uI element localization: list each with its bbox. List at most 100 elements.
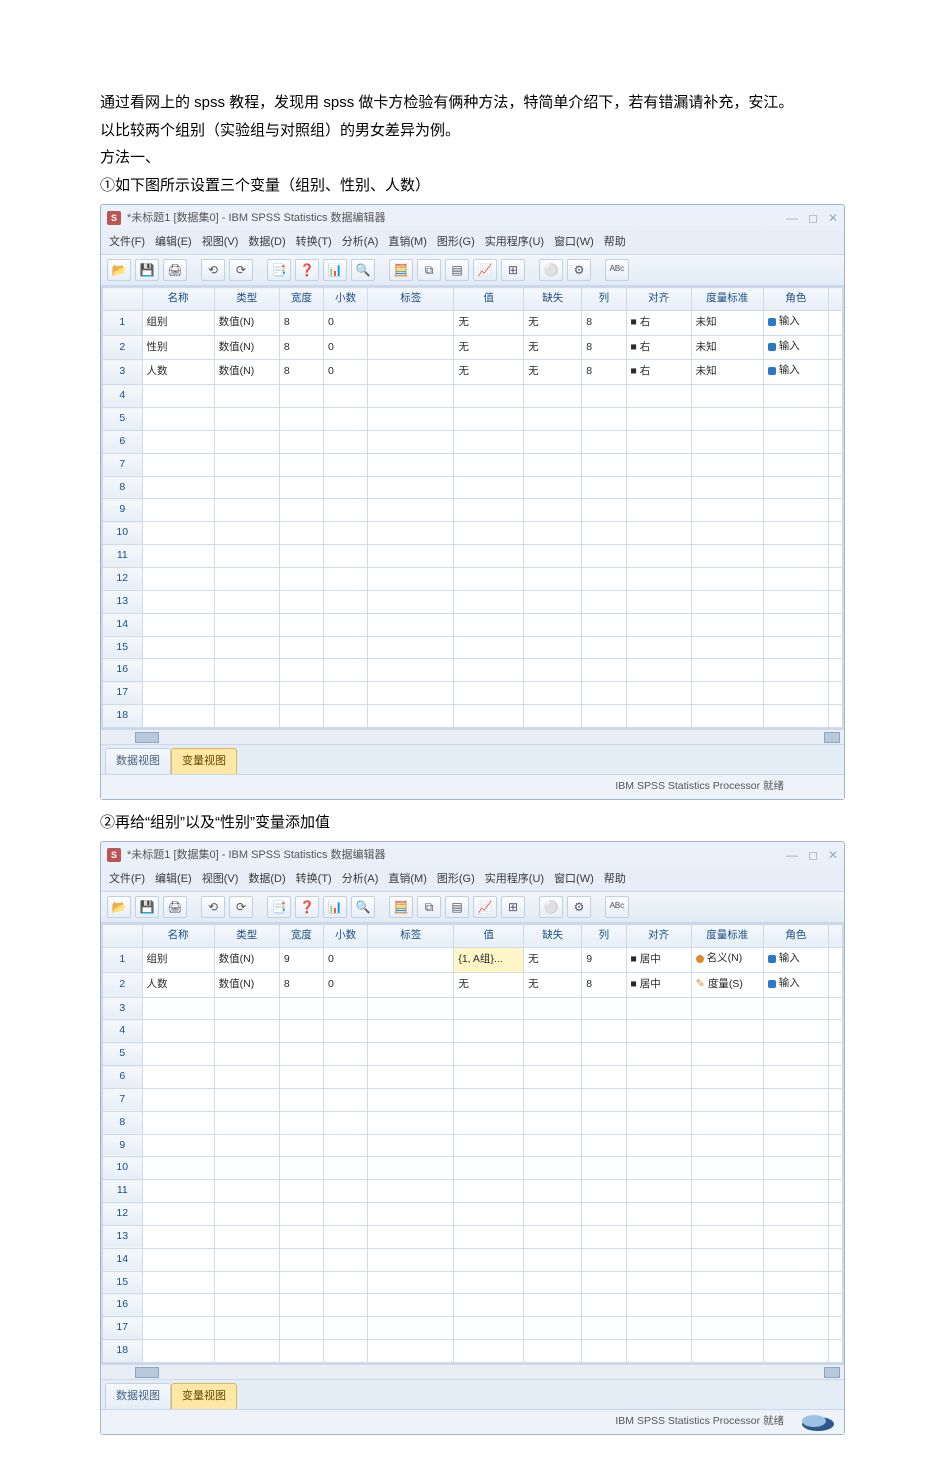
empty-cell[interactable] [524, 408, 582, 431]
empty-cell[interactable] [279, 567, 323, 590]
table-row-empty[interactable]: 12 [103, 567, 843, 590]
row-number[interactable]: 17 [103, 1317, 143, 1340]
empty-cell[interactable] [142, 453, 214, 476]
tab-variable-view[interactable]: 变量视图 [171, 1383, 237, 1409]
empty-cell[interactable] [324, 385, 368, 408]
empty-cell[interactable] [214, 1134, 279, 1157]
cell-width[interactable]: 9 [279, 947, 323, 972]
table-row-empty[interactable]: 6 [103, 1066, 843, 1089]
table-row-empty[interactable]: 6 [103, 430, 843, 453]
empty-cell[interactable] [763, 385, 828, 408]
empty-cell[interactable] [214, 1043, 279, 1066]
empty-cell[interactable] [214, 997, 279, 1020]
empty-cell[interactable] [368, 1134, 454, 1157]
weight-icon[interactable]: ▤ [445, 259, 469, 281]
empty-cell[interactable] [324, 1066, 368, 1089]
empty-cell[interactable] [524, 1180, 582, 1203]
empty-cell[interactable] [582, 1294, 626, 1317]
empty-cell[interactable] [368, 705, 454, 728]
empty-cell[interactable] [828, 476, 842, 499]
menu-file[interactable]: 文件(F) [109, 233, 145, 252]
menu-window[interactable]: 窗口(W) [554, 233, 594, 252]
empty-cell[interactable] [142, 1088, 214, 1111]
empty-cell[interactable] [279, 1088, 323, 1111]
empty-cell[interactable] [324, 636, 368, 659]
empty-cell[interactable] [279, 1066, 323, 1089]
empty-cell[interactable] [142, 1157, 214, 1180]
empty-cell[interactable] [763, 1271, 828, 1294]
table-row-empty[interactable]: 4 [103, 385, 843, 408]
empty-cell[interactable] [763, 476, 828, 499]
calc-icon[interactable]: 🧮 [389, 896, 413, 918]
cell-decimals[interactable]: 0 [324, 972, 368, 997]
table-row-empty[interactable]: 17 [103, 682, 843, 705]
cell-align[interactable]: ■ 右 [626, 310, 691, 335]
empty-cell[interactable] [524, 1111, 582, 1134]
menu-utilities[interactable]: 实用程序(U) [485, 870, 544, 889]
empty-cell[interactable] [368, 1294, 454, 1317]
empty-cell[interactable] [368, 1043, 454, 1066]
empty-cell[interactable] [763, 1066, 828, 1089]
col-decimals[interactable]: 小数 [324, 288, 368, 311]
row-number[interactable]: 3 [103, 360, 143, 385]
empty-cell[interactable] [214, 1203, 279, 1226]
empty-cell[interactable] [828, 1294, 842, 1317]
chart-icon[interactable]: 📊 [323, 259, 347, 281]
cell-name[interactable]: 人数 [142, 360, 214, 385]
empty-cell[interactable] [524, 1225, 582, 1248]
empty-cell[interactable] [691, 430, 763, 453]
empty-cell[interactable] [691, 1088, 763, 1111]
empty-cell[interactable] [626, 430, 691, 453]
table-row-empty[interactable]: 8 [103, 1111, 843, 1134]
empty-cell[interactable] [524, 1248, 582, 1271]
empty-cell[interactable] [524, 659, 582, 682]
empty-cell[interactable] [626, 1180, 691, 1203]
goto-case-icon[interactable]: 📑 [267, 896, 291, 918]
empty-cell[interactable] [828, 590, 842, 613]
empty-cell[interactable] [582, 453, 626, 476]
table-row-empty[interactable]: 14 [103, 613, 843, 636]
col-width[interactable]: 宽度 [279, 925, 323, 948]
row-number[interactable]: 4 [103, 385, 143, 408]
empty-cell[interactable] [279, 1157, 323, 1180]
row-number[interactable]: 17 [103, 682, 143, 705]
empty-cell[interactable] [828, 522, 842, 545]
table-row-empty[interactable]: 15 [103, 636, 843, 659]
menu-edit[interactable]: 编辑(E) [155, 233, 192, 252]
cell-width[interactable]: 8 [279, 310, 323, 335]
close-icon[interactable]: ✕ [828, 845, 838, 865]
col-align[interactable]: 对齐 [626, 288, 691, 311]
menu-data[interactable]: 数据(D) [248, 233, 285, 252]
empty-cell[interactable] [763, 705, 828, 728]
menu-graphs[interactable]: 图形(G) [437, 870, 475, 889]
cell-measure[interactable]: 未知 [691, 360, 763, 385]
empty-cell[interactable] [691, 1340, 763, 1363]
empty-cell[interactable] [626, 1340, 691, 1363]
empty-cell[interactable] [763, 1111, 828, 1134]
row-number[interactable]: 5 [103, 1043, 143, 1066]
empty-cell[interactable] [214, 636, 279, 659]
cell-values[interactable]: {1, A组}... [454, 947, 524, 972]
empty-cell[interactable] [626, 1066, 691, 1089]
empty-cell[interactable] [763, 453, 828, 476]
empty-cell[interactable] [763, 1088, 828, 1111]
empty-cell[interactable] [142, 1180, 214, 1203]
empty-cell[interactable] [214, 1271, 279, 1294]
print-icon[interactable]: 🖨 [163, 896, 187, 918]
empty-cell[interactable] [626, 1020, 691, 1043]
cell-missing[interactable]: 无 [524, 335, 582, 360]
empty-cell[interactable] [763, 1180, 828, 1203]
empty-cell[interactable] [454, 590, 524, 613]
empty-cell[interactable] [828, 499, 842, 522]
empty-cell[interactable] [454, 1248, 524, 1271]
menu-transform[interactable]: 转换(T) [296, 870, 332, 889]
empty-cell[interactable] [279, 1317, 323, 1340]
cell-role[interactable]: 输入 [763, 335, 828, 360]
empty-cell[interactable] [142, 590, 214, 613]
empty-cell[interactable] [582, 1317, 626, 1340]
empty-cell[interactable] [279, 385, 323, 408]
col-measure[interactable]: 度量标准 [691, 925, 763, 948]
empty-cell[interactable] [214, 1066, 279, 1089]
cell-values[interactable]: 无 [454, 972, 524, 997]
row-number[interactable]: 14 [103, 1248, 143, 1271]
